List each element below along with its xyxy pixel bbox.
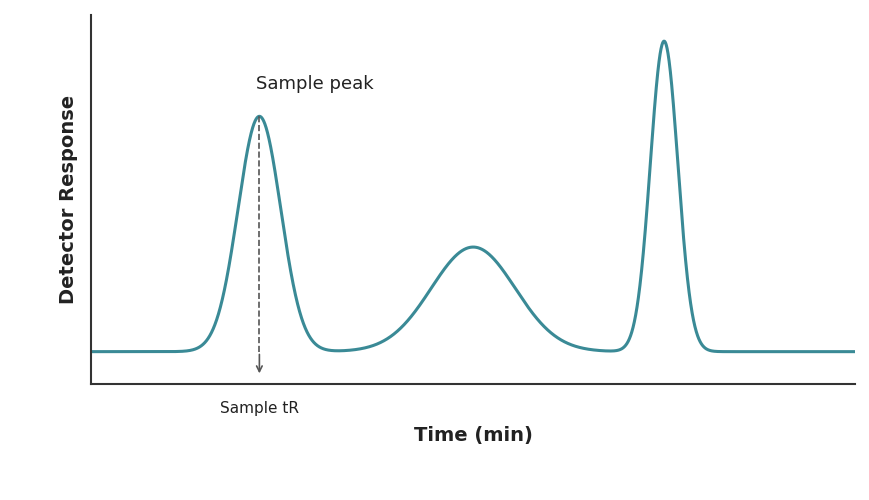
Text: Sample peak: Sample peak	[255, 76, 373, 94]
Y-axis label: Detector Response: Detector Response	[58, 95, 77, 304]
X-axis label: Time (min): Time (min)	[414, 426, 532, 445]
Text: Sample tR: Sample tR	[220, 400, 299, 415]
